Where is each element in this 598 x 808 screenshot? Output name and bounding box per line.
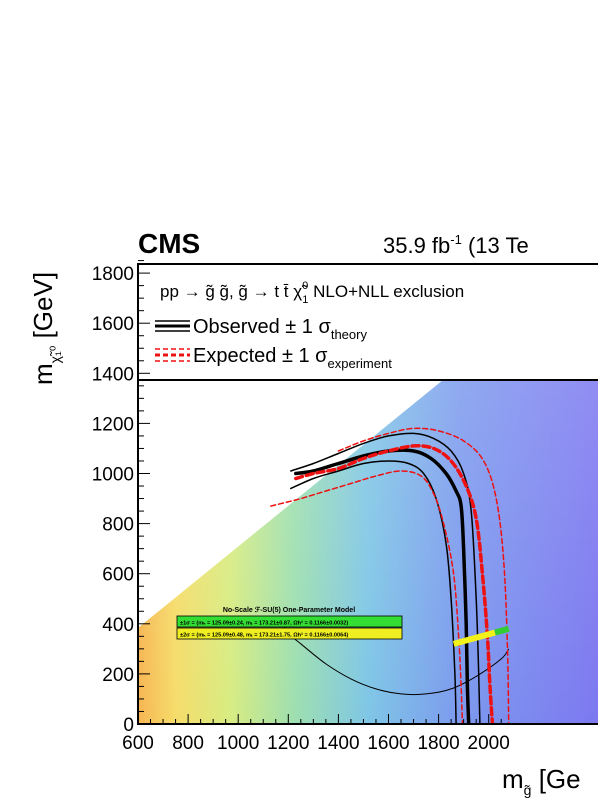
y-tick-label: 600 bbox=[102, 565, 134, 586]
y-tick-label: 1800 bbox=[92, 264, 134, 285]
legend-process: pp → g̃ g̃, g̃ → t t̄ χ̃0 1 NLO+NLL exclu… bbox=[160, 280, 464, 306]
y-tick-label: 1200 bbox=[92, 414, 134, 435]
series-line-4 bbox=[337, 427, 510, 724]
legend-observed-label: Observed ± 1 σtheory bbox=[193, 316, 367, 342]
y-tick-label: 800 bbox=[102, 515, 134, 536]
y-tick-label: 1000 bbox=[92, 465, 134, 486]
y-tick-label: 200 bbox=[102, 665, 134, 686]
y-tick-label: 1600 bbox=[92, 314, 134, 335]
x-tick-label: 1400 bbox=[317, 733, 359, 754]
contour-curves bbox=[270, 427, 510, 724]
x-tick-label: 1800 bbox=[417, 733, 459, 754]
lumi-label: 35.9 fb-1 (13 Te bbox=[383, 232, 529, 258]
series-line-5 bbox=[270, 470, 464, 724]
inset-row1: ±1σ = (mₕ = 125.09±0.24, mₜ = 173.21±0.8… bbox=[180, 620, 348, 627]
x-tick-label: 1000 bbox=[217, 733, 259, 754]
x-tick-label: 2000 bbox=[468, 733, 510, 754]
plot-frame bbox=[137, 263, 598, 725]
legend-expected-symbol bbox=[155, 348, 190, 362]
y-axis-title: mχ̃₁⁰ [GeV] bbox=[28, 272, 63, 385]
x-axis-title: mg̃ [Ge bbox=[502, 764, 581, 798]
series-line-2 bbox=[290, 460, 457, 724]
y-tick-label: 400 bbox=[102, 615, 134, 636]
legend-observed-symbol bbox=[155, 320, 190, 332]
x-tick-label: 800 bbox=[172, 733, 204, 754]
cms-label: CMS bbox=[138, 228, 200, 259]
legend-expected-label: Expected ± 1 σexperiment bbox=[193, 345, 392, 371]
x-tick-label: 600 bbox=[122, 733, 154, 754]
x-tick-label: 1200 bbox=[267, 733, 309, 754]
inset-title: No-Scale ℱ-SU(5) One-Parameter Model bbox=[223, 606, 355, 614]
y-tick-label: 1400 bbox=[92, 364, 134, 385]
series-line-0 bbox=[294, 448, 471, 724]
y-axis-ticks: 0 200 400 600 800 1000 1200 1400 1600 1800 bbox=[92, 260, 150, 736]
series-line-1 bbox=[290, 432, 481, 724]
series-line-3 bbox=[294, 444, 495, 724]
x-axis-ticks: 600 800 1000 1200 1400 1600 1800 2000 bbox=[122, 714, 510, 754]
inset-row2: ±2σ = (mₕ = 125.09±0.48, mₜ = 173.21±1.7… bbox=[180, 632, 348, 639]
model-band-green bbox=[494, 625, 510, 636]
heatmap-shade bbox=[138, 380, 598, 724]
inset-row1-bg bbox=[176, 615, 403, 628]
y-tick-label: 0 bbox=[123, 715, 134, 736]
inset-row2-bg bbox=[176, 627, 403, 640]
x-tick-label: 1600 bbox=[367, 733, 409, 754]
model-band-yellow bbox=[452, 629, 496, 647]
